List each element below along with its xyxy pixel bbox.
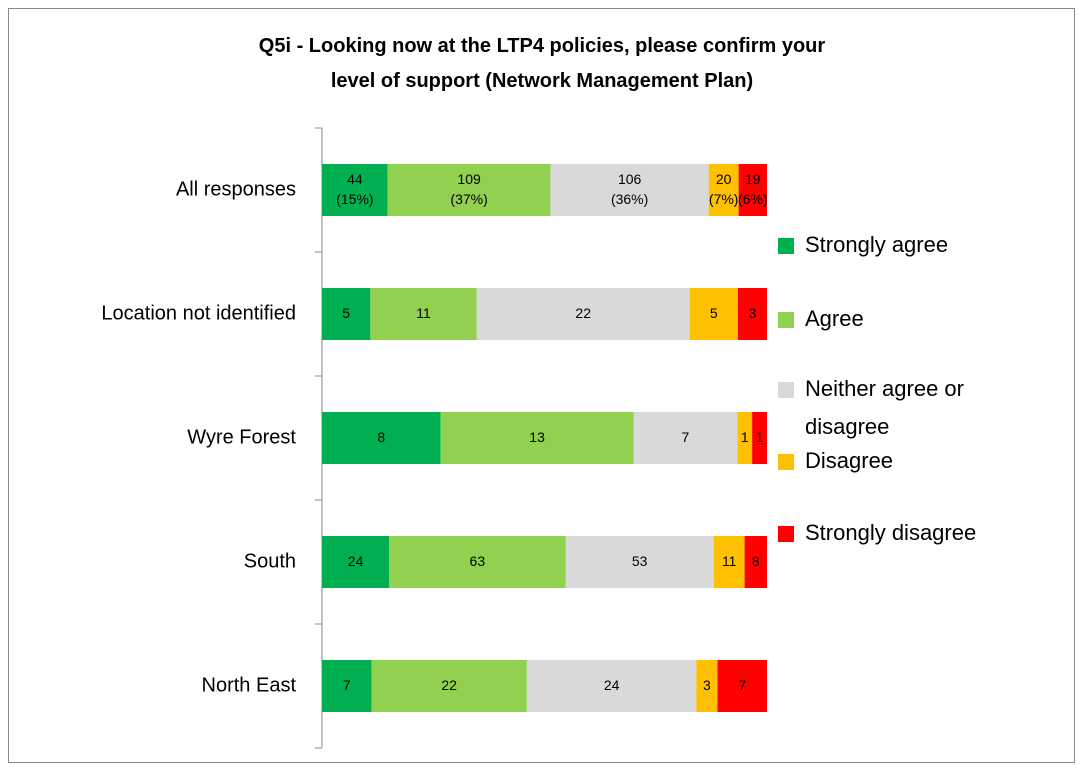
legend-label: Agree xyxy=(805,306,864,331)
legend-label: Disagree xyxy=(805,448,893,473)
data-label: 24 xyxy=(604,677,620,693)
bar-segment xyxy=(737,412,753,464)
category-label: All responses xyxy=(176,178,296,200)
data-label: 109 (37%) xyxy=(450,171,487,207)
data-label: 7 xyxy=(343,677,351,693)
bar-segment xyxy=(708,164,739,216)
bar-segment xyxy=(717,660,767,712)
data-label: 5 xyxy=(710,305,718,321)
data-label: 5 xyxy=(342,305,350,321)
data-label: 11 xyxy=(416,305,431,321)
bar-segment xyxy=(752,412,767,464)
legend-swatch xyxy=(778,454,794,470)
bar-segment xyxy=(689,288,738,340)
bar-segment xyxy=(565,536,714,588)
bar-segment xyxy=(476,288,690,340)
chart-title: Q5i - Looking now at the LTP4 policies, … xyxy=(259,35,826,92)
legend-label: Neither agree or disagree xyxy=(805,376,964,439)
data-label: 3 xyxy=(703,677,711,693)
bar-segment xyxy=(389,536,566,588)
data-label: 22 xyxy=(441,677,457,693)
bar-segment xyxy=(322,288,371,340)
legend-swatch xyxy=(778,526,794,542)
data-label: 13 xyxy=(529,429,545,445)
data-label: 53 xyxy=(632,553,648,569)
bar-segment xyxy=(633,412,738,464)
category-label: Wyre Forest xyxy=(187,426,296,448)
data-label: 1 xyxy=(756,429,764,445)
legend-swatch xyxy=(778,238,794,254)
bar-segment xyxy=(440,412,634,464)
data-label: 24 xyxy=(348,553,364,569)
legend-swatch xyxy=(778,312,794,328)
data-label: 1 xyxy=(741,429,749,445)
data-label: 22 xyxy=(575,305,591,321)
bar-segment xyxy=(738,164,767,216)
data-label: 8 xyxy=(377,429,385,445)
legend-label: Strongly disagree xyxy=(805,520,976,545)
data-label: 19 (6%) xyxy=(738,171,768,207)
bar-segment xyxy=(387,164,551,216)
bar-segment xyxy=(696,660,718,712)
bar-segment xyxy=(322,660,372,712)
data-label: 3 xyxy=(749,305,757,321)
category-label: North East xyxy=(202,674,297,696)
data-label: 7 xyxy=(682,429,690,445)
data-label: 7 xyxy=(738,677,746,693)
legend-swatch xyxy=(778,382,794,398)
chart-frame xyxy=(8,8,1075,763)
bar-segment xyxy=(322,536,390,588)
category-label: Location not identified xyxy=(101,302,296,324)
data-label: 8 xyxy=(752,553,760,569)
bar-segment xyxy=(322,164,388,216)
bar-segment xyxy=(713,536,745,588)
bar-segment xyxy=(371,660,527,712)
category-label: South xyxy=(244,550,296,572)
data-label: 106 (36%) xyxy=(611,171,648,207)
bar-segment xyxy=(744,536,767,588)
legend-label: Strongly agree xyxy=(805,232,948,257)
bar-segment xyxy=(550,164,709,216)
bar-segment xyxy=(322,412,441,464)
bar-segment xyxy=(526,660,697,712)
bar-segment xyxy=(370,288,477,340)
data-label: 11 xyxy=(722,553,737,569)
data-label: 20 (7%) xyxy=(709,171,739,207)
data-label: 44 (15%) xyxy=(336,171,373,207)
bar-segment xyxy=(737,288,767,340)
data-label: 63 xyxy=(470,553,486,569)
